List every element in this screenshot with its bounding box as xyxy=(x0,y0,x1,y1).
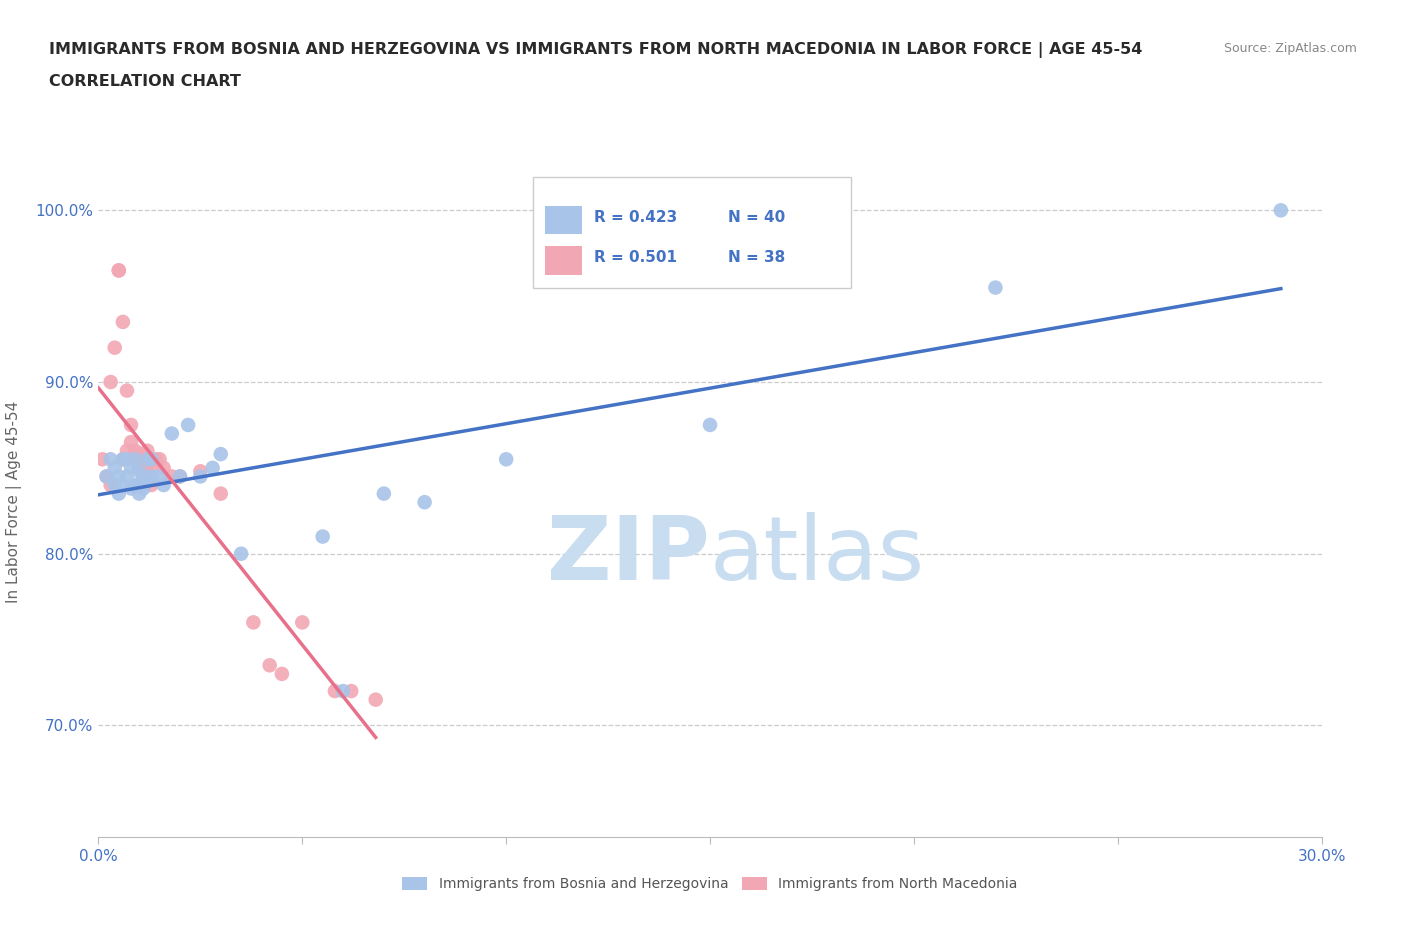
Point xyxy=(120,434,142,449)
Point xyxy=(115,452,138,467)
Point xyxy=(413,495,436,510)
Point xyxy=(209,486,232,501)
Point xyxy=(115,469,138,484)
Point xyxy=(124,444,146,458)
Point xyxy=(132,469,155,484)
Point xyxy=(96,469,118,484)
Legend: Immigrants from Bosnia and Herzegovina, Immigrants from North Macedonia: Immigrants from Bosnia and Herzegovina, … xyxy=(396,872,1024,897)
Point xyxy=(984,280,1007,295)
Point xyxy=(259,658,281,672)
Point xyxy=(104,478,127,493)
Point xyxy=(104,460,127,475)
Y-axis label: In Labor Force | Age 45-54: In Labor Force | Age 45-54 xyxy=(6,401,21,604)
Point xyxy=(128,464,150,479)
Point xyxy=(91,452,114,467)
Point xyxy=(108,263,131,278)
Point xyxy=(231,546,253,561)
Point xyxy=(188,469,212,484)
Point xyxy=(132,452,155,467)
Point xyxy=(145,452,167,467)
Text: ZIP: ZIP xyxy=(547,512,710,599)
Point xyxy=(132,464,155,479)
Text: CORRELATION CHART: CORRELATION CHART xyxy=(49,74,240,89)
Point xyxy=(141,460,163,475)
Point xyxy=(128,460,150,475)
Point xyxy=(495,452,517,467)
Point xyxy=(177,418,200,432)
Point xyxy=(100,452,122,467)
Point xyxy=(149,469,172,484)
Point xyxy=(128,446,150,461)
Point xyxy=(111,452,134,467)
Point xyxy=(312,529,335,544)
Point xyxy=(152,460,174,475)
Bar xyxy=(546,206,582,234)
Point xyxy=(115,444,138,458)
Point xyxy=(291,615,314,630)
Point xyxy=(270,667,294,682)
Point xyxy=(141,478,163,493)
Point xyxy=(108,486,131,501)
Point xyxy=(209,446,232,461)
Point xyxy=(141,452,163,467)
Text: R = 0.423: R = 0.423 xyxy=(593,210,678,225)
Point xyxy=(152,478,174,493)
Point xyxy=(364,692,387,707)
Point xyxy=(108,263,131,278)
Point xyxy=(699,418,721,432)
Point xyxy=(188,464,212,479)
Text: Source: ZipAtlas.com: Source: ZipAtlas.com xyxy=(1223,42,1357,55)
Point xyxy=(128,478,150,493)
Point xyxy=(115,383,138,398)
Point xyxy=(124,452,146,467)
Text: N = 40: N = 40 xyxy=(728,210,786,225)
Point xyxy=(136,457,159,472)
Point xyxy=(132,481,155,496)
Point xyxy=(149,452,172,467)
Point xyxy=(120,481,142,496)
Point xyxy=(323,684,346,698)
Point xyxy=(128,486,150,501)
Point xyxy=(332,684,354,698)
Point xyxy=(1270,203,1292,218)
Bar xyxy=(546,246,582,274)
Point xyxy=(111,314,134,329)
Point xyxy=(160,426,183,441)
Point xyxy=(169,469,191,484)
FancyBboxPatch shape xyxy=(533,178,851,288)
Point xyxy=(100,375,122,390)
Text: R = 0.501: R = 0.501 xyxy=(593,250,676,265)
Point xyxy=(136,444,159,458)
Point xyxy=(141,469,163,484)
Point xyxy=(340,684,363,698)
Point xyxy=(111,452,134,467)
Point xyxy=(111,478,134,493)
Text: atlas: atlas xyxy=(710,512,925,599)
Point xyxy=(124,478,146,493)
Point xyxy=(124,452,146,467)
Point xyxy=(100,478,122,493)
Point xyxy=(120,460,142,475)
Point xyxy=(169,469,191,484)
Text: N = 38: N = 38 xyxy=(728,250,786,265)
Point xyxy=(201,460,224,475)
Point xyxy=(242,615,264,630)
Point xyxy=(373,486,395,501)
Point xyxy=(120,418,142,432)
Point xyxy=(136,472,159,487)
Point xyxy=(104,340,127,355)
Text: IMMIGRANTS FROM BOSNIA AND HERZEGOVINA VS IMMIGRANTS FROM NORTH MACEDONIA IN LAB: IMMIGRANTS FROM BOSNIA AND HERZEGOVINA V… xyxy=(49,42,1143,58)
Point xyxy=(160,469,183,484)
Point xyxy=(136,452,159,467)
Point xyxy=(96,469,118,484)
Point xyxy=(108,469,131,484)
Point xyxy=(128,478,150,493)
